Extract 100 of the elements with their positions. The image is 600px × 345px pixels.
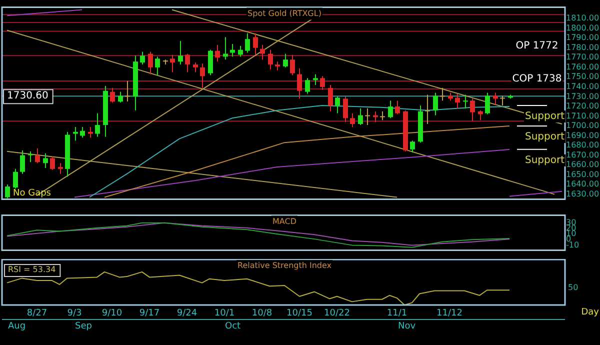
- candlestick: [358, 108, 363, 126]
- candlestick: [328, 84, 333, 112]
- text: 50: [568, 283, 578, 292]
- candlestick: [253, 32, 258, 56]
- candlestick: [268, 49, 273, 70]
- y-tick-label: 1770.00: [566, 52, 600, 62]
- candlestick: [35, 148, 40, 164]
- candlestick: [470, 98, 475, 122]
- y-tick-label: 1780.00: [566, 42, 600, 52]
- candlestick: [148, 51, 153, 75]
- candlestick: [283, 53, 288, 68]
- candlestick: [110, 87, 115, 104]
- text: Nov: [398, 321, 416, 332]
- candlestick: [20, 150, 25, 174]
- candlestick: [185, 53, 190, 73]
- x-tick-label: 11/12: [436, 308, 462, 319]
- candlestick: [140, 51, 145, 65]
- candlestick: [193, 62, 198, 73]
- x-tick-label: 10/22: [324, 308, 350, 319]
- ref-line-label: COP 1738: [512, 73, 562, 84]
- candlestick: [58, 162, 63, 174]
- annotation: 1730.60: [7, 90, 48, 102]
- candlestick: [170, 54, 175, 73]
- chart-title: MACD: [272, 216, 296, 226]
- y-tick-label: 1750.00: [566, 72, 600, 82]
- candlestick: [260, 44, 265, 60]
- candlestick: [373, 110, 378, 123]
- candlestick: [343, 96, 348, 123]
- y-tick-label: 1670.00: [566, 150, 600, 160]
- y-tick-label: 1800.00: [566, 23, 600, 32]
- candlestick: [395, 100, 400, 115]
- candlestick: [215, 44, 220, 62]
- candlestick: [365, 108, 370, 126]
- candlestick: [245, 32, 250, 54]
- candlestick: [320, 76, 325, 90]
- candlestick: [485, 92, 490, 115]
- candlestick: [335, 96, 340, 114]
- x-tick-label: 9/17: [139, 308, 160, 319]
- candlestick: [118, 91, 123, 104]
- y-tick-label: 1630.00: [566, 189, 600, 198]
- candlestick: [178, 40, 183, 65]
- candlestick: [13, 168, 18, 189]
- candlestick: [208, 49, 213, 76]
- y-tick-label: 1760.00: [566, 62, 600, 72]
- y-tick-label: 1700.00: [566, 121, 600, 130]
- series-label: Support: [525, 154, 565, 166]
- candlestick: [290, 54, 295, 76]
- candlestick: [155, 56, 160, 76]
- x-tick-label: 8/27: [26, 308, 48, 319]
- candlestick: [478, 110, 483, 121]
- candlestick: [223, 36, 228, 60]
- candlestick: [425, 94, 430, 125]
- y-tick-label: 1810.00: [566, 14, 600, 23]
- y-tick-label: 1790.00: [566, 33, 600, 42]
- x-tick-label: 10/8: [252, 308, 272, 319]
- candlestick: [5, 184, 10, 199]
- candlestick: [433, 92, 438, 116]
- candlestick: [305, 78, 310, 94]
- annotation: RSI = 53.34: [8, 265, 56, 274]
- x-axis-title: Day: [581, 307, 600, 318]
- candlestick: [500, 95, 505, 106]
- candlestick: [88, 126, 93, 138]
- x-tick-label: 9/10: [102, 308, 122, 319]
- candlestick: [73, 126, 78, 142]
- candlestick: [95, 112, 100, 138]
- y-tick-label: 1680.00: [566, 140, 600, 150]
- candlestick: [388, 100, 393, 119]
- candlestick: [50, 156, 55, 170]
- y-tick-label: 1730.00: [566, 92, 600, 101]
- candlestick: [350, 112, 355, 128]
- candlestick: [410, 140, 415, 153]
- chart-title: Spot Gold (RTXGL): [248, 8, 322, 18]
- y-tick-label: 1640.00: [566, 180, 600, 189]
- x-tick-label: 10/15: [286, 308, 312, 319]
- x-tick-label: 11/1: [386, 308, 408, 319]
- y-tick-label: 1690.00: [566, 130, 600, 140]
- candlestick: [493, 92, 498, 105]
- y-tick-label: 30: [566, 218, 576, 227]
- y-tick-label: 1720.00: [566, 102, 600, 111]
- x-tick-label: 9/3: [67, 308, 82, 319]
- candlestick: [80, 126, 85, 138]
- candlestick: [463, 94, 468, 109]
- candlestick: [440, 87, 445, 102]
- ref-line-label: OP 1772: [516, 40, 558, 52]
- chart-title: Relative Strength Index: [238, 261, 332, 270]
- y-tick-label: 1650.00: [566, 170, 600, 179]
- x-tick-label: 10/1: [214, 308, 235, 319]
- candlestick: [297, 68, 302, 100]
- y-tick-label: 1710.00: [566, 111, 600, 120]
- candlestick: [455, 93, 460, 109]
- candlestick: [125, 80, 130, 102]
- text: Aug: [8, 321, 26, 332]
- text: Sep: [75, 321, 92, 332]
- x-tick-label: 9/24: [176, 308, 198, 319]
- text: Oct: [225, 321, 242, 332]
- candlestick: [28, 150, 33, 163]
- candlestick: [313, 74, 318, 86]
- text: No Gaps: [13, 188, 52, 199]
- candlestick: [238, 45, 243, 58]
- series-label: Support: [525, 132, 565, 143]
